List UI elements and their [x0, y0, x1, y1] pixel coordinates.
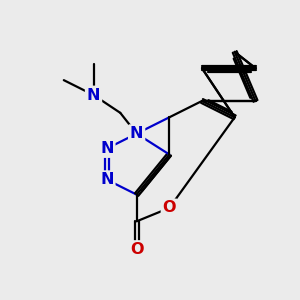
- Text: O: O: [163, 200, 176, 215]
- Text: O: O: [130, 242, 143, 257]
- Text: N: N: [87, 88, 100, 103]
- Text: N: N: [100, 172, 114, 187]
- Text: N: N: [100, 141, 114, 156]
- Text: N: N: [130, 126, 143, 141]
